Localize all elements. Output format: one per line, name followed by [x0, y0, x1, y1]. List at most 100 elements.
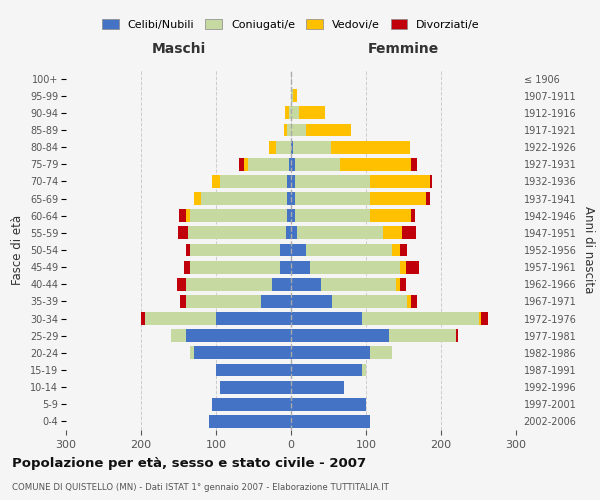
- Bar: [280, 244, 291, 256]
- Bar: [291, 364, 362, 376]
- Bar: [276, 140, 291, 153]
- Bar: [193, 192, 201, 205]
- Bar: [177, 278, 186, 290]
- Bar: [291, 312, 362, 325]
- Bar: [299, 106, 325, 120]
- Bar: [184, 260, 190, 274]
- Bar: [201, 192, 287, 205]
- Text: Femmine: Femmine: [368, 42, 439, 56]
- Bar: [295, 175, 370, 188]
- Bar: [212, 175, 220, 188]
- Bar: [190, 346, 193, 360]
- Bar: [291, 140, 293, 153]
- Bar: [411, 295, 417, 308]
- Bar: [190, 260, 280, 274]
- Bar: [287, 192, 291, 205]
- Bar: [362, 364, 366, 376]
- Bar: [456, 330, 458, 342]
- Bar: [209, 415, 291, 428]
- Legend: Celibi/Nubili, Coniugati/e, Vedovi/e, Divorziati/e: Celibi/Nubili, Coniugati/e, Vedovi/e, Di…: [98, 14, 484, 34]
- Bar: [306, 124, 351, 136]
- Bar: [407, 295, 411, 308]
- Bar: [481, 312, 488, 325]
- Bar: [285, 106, 289, 120]
- Bar: [291, 158, 295, 170]
- Bar: [291, 330, 389, 342]
- Bar: [340, 158, 411, 170]
- Bar: [244, 158, 248, 170]
- Bar: [269, 140, 276, 153]
- Bar: [383, 226, 402, 239]
- Bar: [180, 295, 186, 308]
- Bar: [297, 226, 383, 239]
- Bar: [291, 278, 321, 290]
- Bar: [295, 158, 340, 170]
- Bar: [186, 295, 261, 308]
- Bar: [178, 226, 188, 239]
- Bar: [186, 278, 272, 290]
- Bar: [287, 124, 291, 136]
- Bar: [220, 380, 291, 394]
- Bar: [295, 210, 370, 222]
- Bar: [186, 244, 190, 256]
- Bar: [291, 210, 295, 222]
- Bar: [291, 226, 297, 239]
- Bar: [400, 244, 407, 256]
- Text: Popolazione per età, sesso e stato civile - 2007: Popolazione per età, sesso e stato civil…: [12, 458, 366, 470]
- Bar: [145, 312, 216, 325]
- Bar: [190, 244, 280, 256]
- Bar: [400, 278, 406, 290]
- Bar: [291, 124, 306, 136]
- Y-axis label: Fasce di età: Fasce di età: [11, 215, 25, 285]
- Bar: [479, 312, 481, 325]
- Bar: [188, 226, 286, 239]
- Text: Maschi: Maschi: [151, 42, 206, 56]
- Bar: [430, 175, 432, 188]
- Bar: [291, 106, 299, 120]
- Bar: [291, 346, 370, 360]
- Bar: [179, 210, 186, 222]
- Bar: [411, 210, 415, 222]
- Bar: [362, 312, 479, 325]
- Bar: [291, 175, 295, 188]
- Bar: [284, 124, 287, 136]
- Bar: [216, 312, 291, 325]
- Bar: [332, 295, 407, 308]
- Bar: [291, 244, 306, 256]
- Bar: [190, 210, 287, 222]
- Bar: [406, 260, 419, 274]
- Bar: [310, 260, 400, 274]
- Bar: [289, 106, 291, 120]
- Bar: [280, 260, 291, 274]
- Bar: [291, 295, 332, 308]
- Bar: [248, 158, 289, 170]
- Bar: [261, 295, 291, 308]
- Bar: [293, 140, 331, 153]
- Bar: [370, 346, 392, 360]
- Bar: [286, 226, 291, 239]
- Bar: [171, 330, 186, 342]
- Bar: [287, 210, 291, 222]
- Bar: [272, 278, 291, 290]
- Bar: [426, 192, 430, 205]
- Bar: [291, 90, 293, 102]
- Bar: [141, 312, 145, 325]
- Bar: [291, 380, 343, 394]
- Bar: [295, 192, 370, 205]
- Bar: [392, 244, 400, 256]
- Bar: [291, 398, 366, 410]
- Bar: [186, 210, 190, 222]
- Bar: [400, 260, 406, 274]
- Bar: [389, 330, 456, 342]
- Bar: [321, 278, 396, 290]
- Y-axis label: Anni di nascita: Anni di nascita: [582, 206, 595, 294]
- Bar: [402, 226, 415, 239]
- Bar: [287, 175, 291, 188]
- Bar: [370, 210, 411, 222]
- Bar: [239, 158, 244, 170]
- Bar: [291, 192, 295, 205]
- Bar: [411, 158, 417, 170]
- Bar: [193, 346, 291, 360]
- Bar: [370, 175, 430, 188]
- Bar: [186, 330, 291, 342]
